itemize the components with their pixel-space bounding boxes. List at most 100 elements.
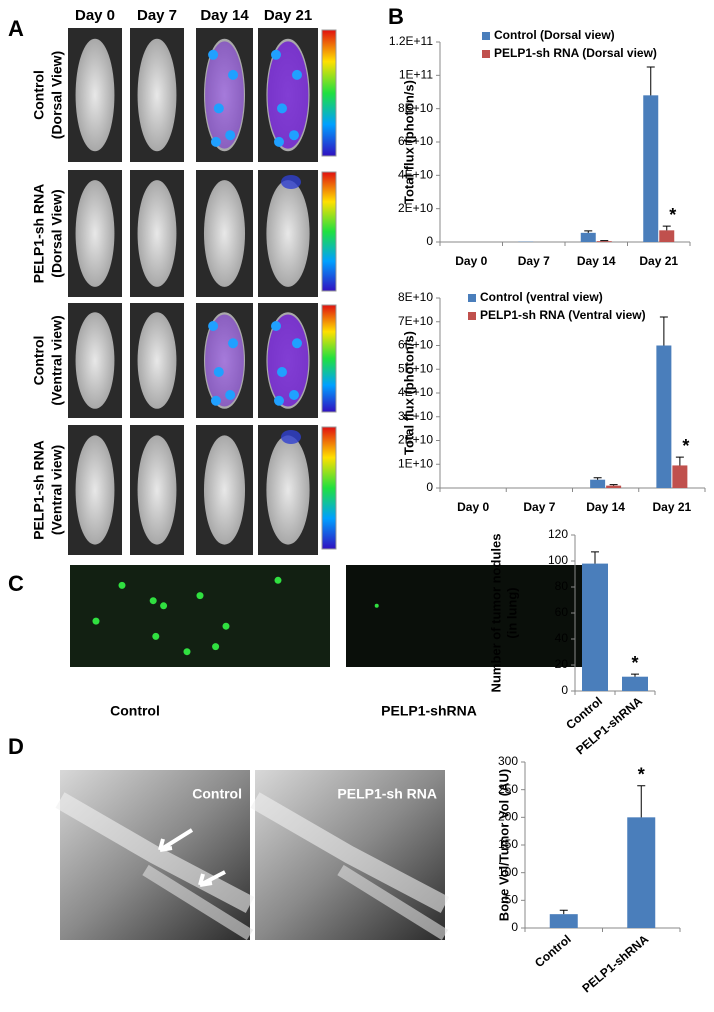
mouse-body xyxy=(75,180,115,287)
colorbar xyxy=(321,426,337,550)
row-label: PELP1-sh RNA xyxy=(31,440,47,540)
legend-swatch xyxy=(468,294,476,302)
y-tick-label: 1E+11 xyxy=(399,68,433,82)
mouse-body xyxy=(75,38,115,152)
signal-spot xyxy=(228,338,239,349)
mouse-body xyxy=(203,435,246,545)
bar xyxy=(590,479,606,488)
y-tick-label: 100 xyxy=(548,553,568,567)
signal-spot xyxy=(292,69,302,80)
error-bar xyxy=(593,477,602,480)
signal-spot xyxy=(271,321,281,331)
error-bar xyxy=(659,316,668,346)
x-tick-label: Day 14 xyxy=(577,254,616,268)
significance-mark: * xyxy=(638,765,645,785)
error-bar xyxy=(609,484,618,486)
bone xyxy=(250,792,450,913)
y-tick-label: 1.2E+11 xyxy=(389,34,433,48)
row-label: Control xyxy=(31,70,47,120)
row-label: (Dorsal View) xyxy=(49,51,65,139)
y-tick-label: 300 xyxy=(498,754,518,768)
x-tick-label: Day 0 xyxy=(455,254,487,268)
signal-spot xyxy=(225,130,236,141)
x-tick-label: PELP1-shRNA xyxy=(579,932,651,996)
tumor-spot xyxy=(212,643,220,651)
column-label: Day 7 xyxy=(137,7,177,24)
tumor-spot xyxy=(118,581,126,589)
y-tick-label: 3E+10 xyxy=(398,409,433,423)
y-tick-label: 6E+10 xyxy=(398,338,433,352)
row-label: PELP1-sh RNA xyxy=(31,184,47,284)
signal-spot xyxy=(210,136,221,147)
bar xyxy=(656,345,672,488)
error-bar xyxy=(591,551,599,564)
legend-label: PELP1-sh RNA (Ventral view) xyxy=(480,308,646,322)
y-axis-label: Total flux (photon/s) xyxy=(401,331,416,455)
error-bar xyxy=(584,230,593,233)
tumor-spot xyxy=(152,632,160,640)
bar xyxy=(672,465,688,488)
legend-swatch xyxy=(468,312,476,320)
signal xyxy=(281,175,301,189)
legend-label: PELP1-sh RNA (Dorsal view) xyxy=(494,46,657,60)
mouse-body xyxy=(137,180,177,287)
y-tick-label: 8E+10 xyxy=(398,101,433,115)
tumor-spot xyxy=(149,597,157,605)
x-tick-label: Control xyxy=(532,932,574,970)
y-axis-label: (in lung) xyxy=(504,587,519,638)
x-tick-label: Day 0 xyxy=(457,500,489,514)
signal-spot xyxy=(271,49,281,60)
bar xyxy=(659,230,675,242)
legend-label: Control (ventral view) xyxy=(480,290,603,304)
row-label: (Ventral view) xyxy=(49,315,65,405)
signal xyxy=(267,41,309,149)
column-label: Day 0 xyxy=(75,7,115,24)
tumor-spot xyxy=(274,576,282,584)
y-tick-label: 150 xyxy=(498,837,518,851)
y-tick-label: 200 xyxy=(498,810,518,824)
significance-mark: * xyxy=(669,205,676,225)
tumor-spot xyxy=(92,617,100,625)
signal xyxy=(267,314,309,407)
column-label: Day 14 xyxy=(200,7,249,24)
y-tick-label: 8E+10 xyxy=(398,290,433,304)
y-tick-label: 4E+10 xyxy=(398,168,433,182)
y-tick-label: 0 xyxy=(426,480,433,494)
x-tick-label: Day 21 xyxy=(653,500,692,514)
error-bar xyxy=(559,909,568,915)
y-tick-label: 5E+10 xyxy=(398,361,433,375)
signal-spot xyxy=(274,136,284,147)
signal-spot xyxy=(213,103,224,114)
y-tick-label: 100 xyxy=(498,865,518,879)
bar xyxy=(580,232,596,242)
y-tick-label: 6E+10 xyxy=(398,134,433,148)
tumor-spot xyxy=(160,602,168,610)
bone xyxy=(55,792,255,913)
bone xyxy=(142,864,254,941)
y-axis-label: Total flux (photon/s) xyxy=(401,80,416,204)
mouse-body xyxy=(75,312,115,409)
image-label: PELP1-shRNA xyxy=(381,703,477,719)
arrow xyxy=(158,828,194,852)
arrow xyxy=(198,870,226,887)
signal xyxy=(281,430,301,444)
significance-mark: * xyxy=(631,653,638,673)
row-label: (Dorsal View) xyxy=(49,189,65,277)
signal xyxy=(205,41,244,149)
mouse-body xyxy=(75,435,115,545)
bone xyxy=(337,864,449,941)
row-label: Control xyxy=(31,336,47,386)
bar xyxy=(606,485,622,488)
y-axis-label: Number of tumor nodules xyxy=(488,534,503,693)
error-bar xyxy=(646,66,655,96)
fluorescence-image xyxy=(346,565,602,667)
signal-spot xyxy=(213,367,224,377)
column-label: Day 21 xyxy=(264,7,312,24)
signal-spot xyxy=(274,395,284,406)
y-tick-label: 40 xyxy=(555,631,569,645)
mouse-body xyxy=(203,180,246,287)
mouse-body xyxy=(137,435,177,545)
image-label: PELP1-sh RNA xyxy=(337,786,437,802)
mouse-body xyxy=(137,312,177,409)
